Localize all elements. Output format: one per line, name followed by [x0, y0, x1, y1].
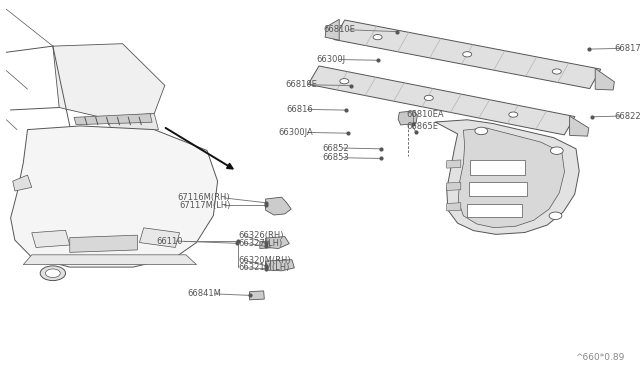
- Polygon shape: [53, 44, 165, 117]
- Polygon shape: [595, 68, 614, 90]
- Polygon shape: [570, 116, 589, 136]
- Polygon shape: [11, 126, 218, 267]
- Circle shape: [40, 266, 65, 280]
- Polygon shape: [402, 114, 410, 124]
- Circle shape: [340, 78, 349, 84]
- Text: 66853: 66853: [322, 153, 349, 162]
- Polygon shape: [140, 228, 180, 247]
- Polygon shape: [266, 260, 294, 271]
- Polygon shape: [250, 291, 264, 300]
- Text: 66822: 66822: [614, 112, 640, 121]
- Polygon shape: [32, 230, 70, 247]
- Text: 67116M(RH): 67116M(RH): [178, 193, 230, 202]
- Circle shape: [45, 269, 60, 278]
- Text: 66320M(RH): 66320M(RH): [239, 256, 291, 265]
- Polygon shape: [23, 255, 196, 264]
- Circle shape: [463, 52, 472, 57]
- Polygon shape: [74, 114, 152, 125]
- Circle shape: [549, 212, 562, 219]
- Polygon shape: [398, 111, 417, 125]
- Polygon shape: [266, 197, 291, 215]
- Polygon shape: [458, 128, 564, 228]
- Polygon shape: [447, 203, 461, 211]
- Circle shape: [509, 112, 518, 117]
- Text: 66326(RH): 66326(RH): [239, 231, 284, 240]
- Circle shape: [550, 147, 563, 154]
- Polygon shape: [260, 241, 270, 248]
- Polygon shape: [70, 235, 138, 252]
- Circle shape: [475, 127, 488, 135]
- Text: 66300JA: 66300JA: [279, 128, 314, 137]
- Text: 66841M: 66841M: [187, 289, 221, 298]
- Text: 66817: 66817: [614, 44, 640, 53]
- Polygon shape: [13, 175, 32, 191]
- Text: 66110: 66110: [156, 237, 182, 246]
- Text: 66321M(LH): 66321M(LH): [239, 263, 290, 272]
- Polygon shape: [308, 66, 575, 135]
- Text: 66852: 66852: [322, 144, 349, 153]
- Polygon shape: [467, 204, 522, 217]
- Text: 67117M(LH): 67117M(LH): [179, 201, 230, 210]
- Polygon shape: [469, 182, 527, 196]
- Polygon shape: [447, 182, 461, 190]
- Text: 66300J: 66300J: [316, 55, 346, 64]
- Polygon shape: [447, 160, 461, 168]
- Text: ^660*0.89: ^660*0.89: [575, 353, 624, 362]
- Polygon shape: [435, 120, 579, 234]
- Text: 66327(LH): 66327(LH): [239, 239, 283, 248]
- Polygon shape: [325, 19, 339, 40]
- Polygon shape: [470, 160, 525, 175]
- Text: 66810EA: 66810EA: [406, 110, 444, 119]
- Polygon shape: [333, 20, 601, 89]
- Polygon shape: [266, 237, 289, 248]
- Text: 66810E: 66810E: [323, 25, 355, 34]
- Circle shape: [373, 35, 382, 40]
- Text: 66810E: 66810E: [285, 80, 317, 89]
- Circle shape: [424, 95, 433, 100]
- Circle shape: [552, 69, 561, 74]
- Polygon shape: [108, 114, 159, 135]
- Text: 66816: 66816: [287, 105, 314, 114]
- Text: 66865E: 66865E: [406, 122, 438, 131]
